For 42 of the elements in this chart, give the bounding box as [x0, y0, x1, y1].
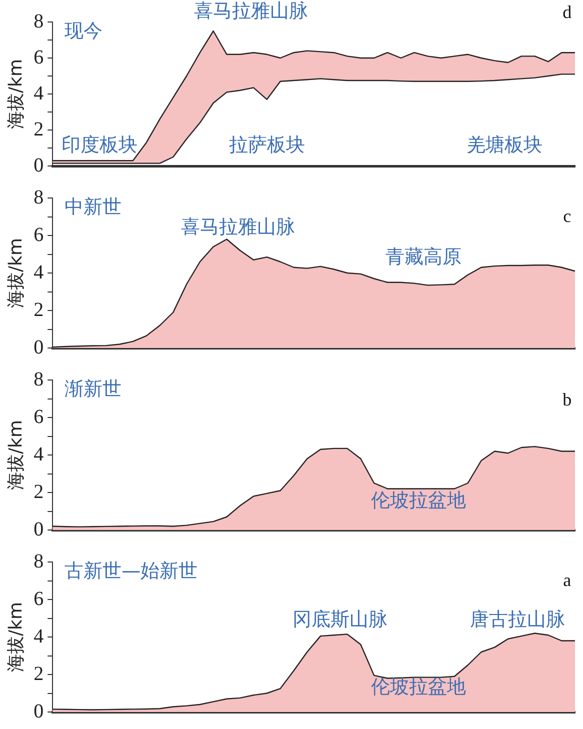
- text: 喜马拉雅山脉: [194, 0, 308, 22]
- y-tick-label: 2: [34, 480, 44, 503]
- y-tick-label: 8: [34, 550, 44, 572]
- y-tick-label: 4: [34, 82, 44, 104]
- y-tick-label: 0: [34, 518, 44, 540]
- annotation: 伦坡拉盆地: [370, 676, 466, 698]
- annotation: c: [563, 206, 572, 226]
- annotation: 羌塘板块: [466, 134, 542, 156]
- annotation: 伦坡拉盆地: [370, 489, 466, 512]
- annotation: 唐古拉山脉: [470, 608, 566, 630]
- y-axis-title: 海拔/km: [5, 602, 26, 672]
- y-axis-title: 海拔/km: [5, 238, 26, 308]
- y-axis-title: 海拔/km: [5, 420, 26, 490]
- chart-title: 中新世: [64, 196, 122, 218]
- chart-title: 现今: [64, 20, 103, 42]
- y-tick-label: 4: [34, 443, 44, 466]
- y-tick-label: 4: [34, 261, 44, 284]
- chart-title: 古新世—始新世: [64, 560, 198, 582]
- y-tick-label: 6: [34, 406, 44, 428]
- annotation: b: [562, 390, 572, 410]
- y-tick-label: 6: [34, 588, 44, 610]
- y-tick-label: 2: [34, 118, 44, 140]
- y-tick-label: 4: [34, 625, 44, 648]
- y-tick-label: 0: [34, 154, 44, 176]
- y-tick-label: 0: [34, 336, 44, 358]
- y-tick-label: 6: [34, 224, 44, 246]
- annotation: d: [562, 2, 572, 22]
- annotation: 青藏高原: [386, 246, 462, 268]
- y-tick-label: 8: [34, 368, 44, 390]
- y-axis-title: 海拔/km: [5, 58, 26, 130]
- annotation: 拉萨板块: [228, 134, 305, 156]
- y-tick-label: 0: [34, 700, 44, 722]
- annotation: 冈底斯山脉: [292, 608, 388, 630]
- y-tick-label: 8: [34, 186, 44, 208]
- annotation: 印度板块: [62, 134, 138, 156]
- annotation: a: [563, 570, 572, 590]
- y-tick-label: 2: [34, 662, 44, 685]
- y-tick-label: 2: [34, 298, 44, 321]
- chart-title: 渐新世: [64, 378, 122, 400]
- y-tick-label: 6: [34, 46, 44, 68]
- y-tick-label: 8: [34, 10, 44, 32]
- annotation: 喜马拉雅山脉: [181, 216, 296, 238]
